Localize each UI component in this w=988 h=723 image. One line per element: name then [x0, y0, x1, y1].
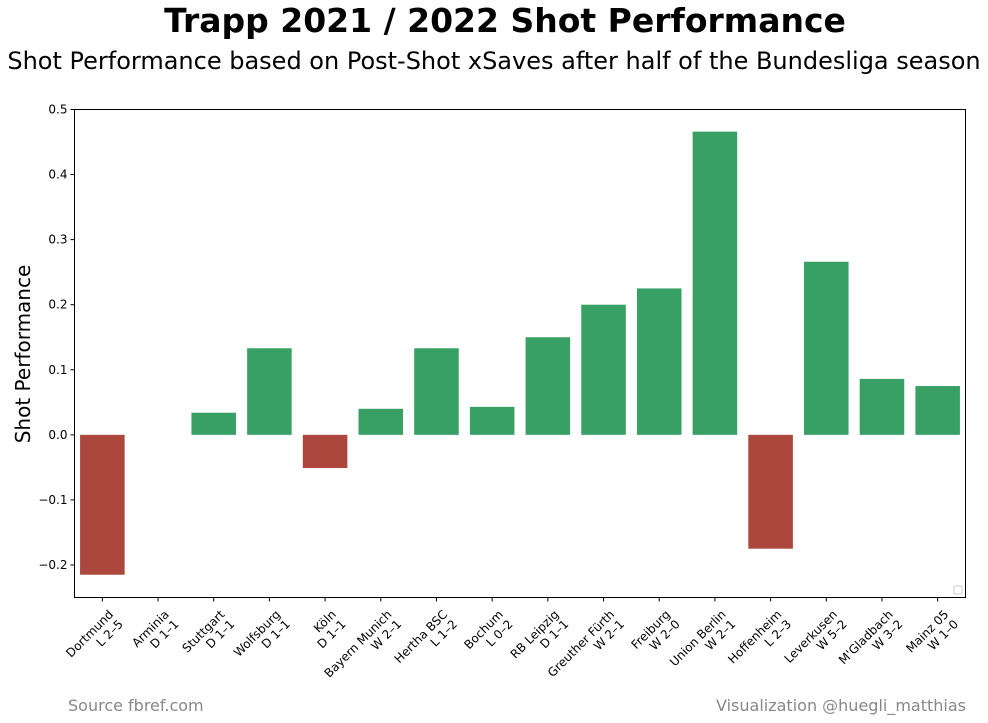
plot-frame: [74, 109, 966, 598]
bar: [414, 348, 459, 435]
y-tick-label: 0.5: [48, 103, 67, 117]
x-tick-label: Hertha BSCL 1–2: [392, 607, 460, 675]
bar: [80, 434, 125, 575]
bar: [636, 288, 682, 435]
x-tick-label: HoffenheimL 2–3: [725, 607, 794, 676]
x-tick-label: DortmundL 2–5: [63, 607, 126, 670]
y-tick-label: 0.1: [48, 363, 67, 377]
x-tick-label: M'GladbachW 3–2: [836, 607, 905, 676]
chart-subtitle: Shot Performance based on Post-Shot xSav…: [7, 47, 981, 75]
y-tick-label: 0.0: [48, 428, 67, 442]
bar: [748, 434, 793, 549]
y-axis-label: Shot Performance: [11, 265, 35, 444]
chart-title: Trapp 2021 / 2022 Shot Performance: [164, 1, 846, 40]
bar: [358, 408, 404, 435]
bar: [859, 378, 905, 435]
x-tick-label: LeverkusenW 5–2: [782, 607, 850, 675]
y-tick-label: −0.1: [38, 493, 67, 507]
y-tick-label: −0.2: [38, 558, 67, 572]
x-tick-label: Union BerlinW 2–1: [667, 607, 738, 678]
bars-group: [80, 131, 960, 575]
bar: [581, 304, 626, 435]
x-tick-label: StuttgartD 1–1: [179, 607, 237, 665]
bar: [915, 386, 960, 435]
x-tick-label: ArminiaD 1–1: [129, 607, 181, 659]
bar: [525, 337, 571, 435]
bar: [804, 261, 849, 435]
bar: [191, 412, 236, 435]
x-tick-label: KölnD 1–1: [305, 607, 349, 651]
bar: [247, 348, 292, 435]
bar: [302, 434, 348, 469]
bar: [692, 131, 738, 435]
y-tick-label: 0.3: [48, 233, 67, 247]
bar: [469, 406, 515, 435]
y-tick-label: 0.2: [48, 298, 67, 312]
x-tick-label: Mainz 05W 1–0: [903, 607, 961, 665]
y-tick-label: 0.4: [48, 168, 67, 182]
source-note: Source fbref.com: [68, 696, 204, 715]
x-tick-label: BochumL 0–2: [461, 607, 515, 661]
visualization-credit: Visualization @huegli_matthias: [716, 696, 966, 715]
y-axis: −0.2 −0.1 0.0 0.1 0.2 0.3 0.4 0.5: [38, 103, 75, 572]
x-tick-label: WolfsburgD 1–1: [231, 607, 293, 669]
legend-box: [953, 585, 963, 595]
